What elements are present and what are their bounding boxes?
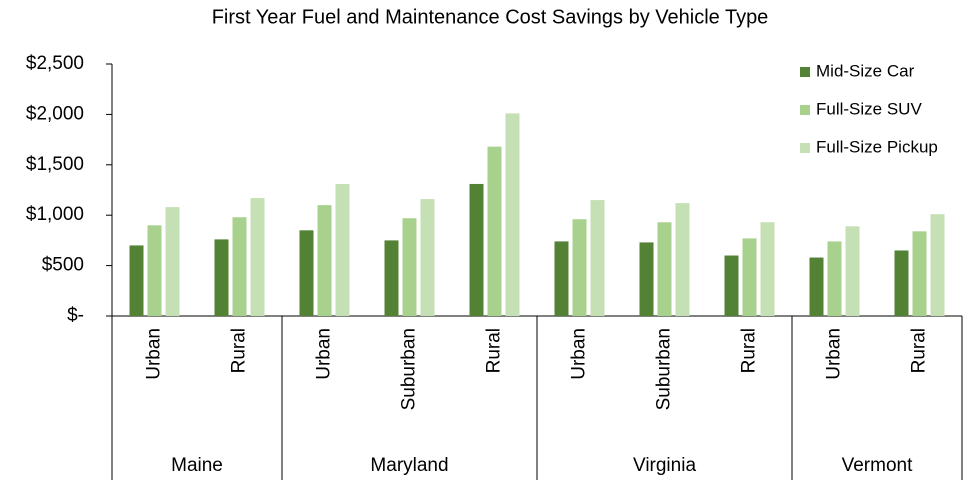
y-tick-label: $1,000: [26, 204, 84, 225]
bar: [590, 200, 605, 316]
bar: [232, 217, 247, 316]
y-tick-label: $500: [42, 255, 84, 276]
x-tick-label: Urban: [314, 328, 335, 380]
x-tick-label: Rural: [909, 328, 930, 373]
bar: [760, 222, 775, 316]
bar: [214, 239, 229, 316]
bar: [317, 205, 332, 316]
bar: [724, 255, 739, 316]
group-label: Vermont: [842, 455, 913, 476]
bar: [572, 219, 587, 316]
bar: [165, 207, 180, 316]
y-tick-label: $2,000: [26, 103, 84, 124]
bar: [912, 231, 927, 316]
bar: [639, 242, 654, 316]
bar: [299, 230, 314, 316]
chart-title: First Year Fuel and Maintenance Cost Sav…: [212, 6, 769, 28]
bar: [827, 241, 842, 316]
bar: [129, 245, 144, 316]
y-tick-label: $1,500: [26, 154, 84, 175]
bar: [809, 257, 824, 316]
legend-label: Full-Size Pickup: [816, 137, 938, 156]
bar: [420, 199, 435, 316]
group-label: Virginia: [633, 455, 696, 476]
x-tick-label: Urban: [569, 328, 590, 380]
legend-swatch: [800, 67, 810, 77]
x-tick-label: Rural: [229, 328, 250, 373]
y-tick-label: $2,500: [26, 53, 84, 74]
bar: [675, 203, 690, 316]
bar: [554, 241, 569, 316]
bar: [469, 183, 484, 316]
bar: [335, 183, 350, 316]
x-tick-label: Rural: [739, 328, 760, 373]
legend-swatch: [800, 105, 810, 115]
bar: [147, 225, 162, 316]
x-tick-label: Suburban: [654, 328, 675, 410]
legend-label: Mid-Size Car: [816, 61, 915, 80]
y-tick-label: $-: [67, 305, 84, 326]
bar: [657, 222, 672, 316]
bar: [845, 226, 860, 316]
x-tick-label: Suburban: [399, 328, 420, 410]
group-label: Maryland: [370, 455, 448, 476]
bar: [402, 218, 417, 316]
bar: [505, 113, 520, 316]
bar: [250, 198, 265, 316]
x-tick-label: Rural: [484, 328, 505, 373]
bar: [930, 214, 945, 316]
group-label: Maine: [171, 455, 223, 476]
legend-label: Full-Size SUV: [816, 99, 922, 118]
legend-swatch: [800, 143, 810, 153]
bar: [894, 250, 909, 316]
x-tick-label: Urban: [824, 328, 845, 380]
bar: [487, 146, 502, 316]
bar: [384, 240, 399, 316]
x-tick-label: Urban: [144, 328, 165, 380]
bar: [742, 238, 757, 316]
